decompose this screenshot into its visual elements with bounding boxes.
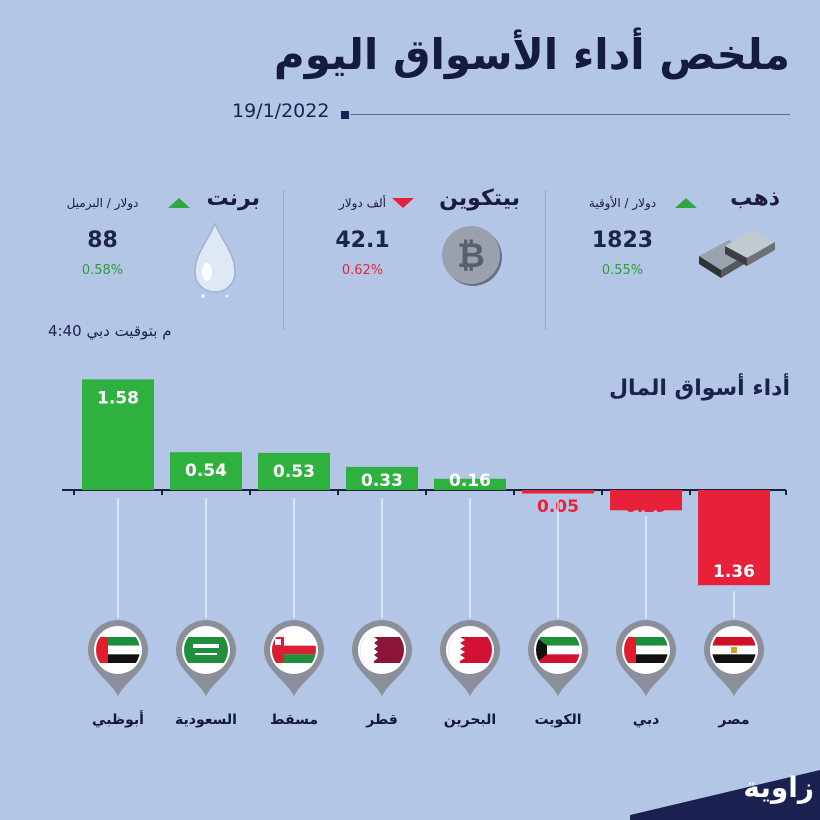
country-label: دبي: [632, 712, 660, 728]
logo-text: زاوية: [743, 771, 814, 804]
date-text: 19/1/2022: [232, 100, 330, 122]
date-marker: [341, 111, 349, 119]
country-label: السعودية: [175, 712, 237, 728]
oil-drop-icon: [194, 222, 236, 298]
page-title: ملخص أداء الأسواق اليوم: [273, 30, 790, 79]
bar: [170, 452, 242, 490]
market-chart: 1.580.54 0.53 0.33 0.160.05 0.291.36: [62, 379, 787, 696]
flag-pin: [352, 620, 412, 696]
ticker-name: بيتكوين: [439, 186, 520, 211]
bitcoin-icon: ₿: [442, 226, 502, 286]
ticker-bitcoin: بيتكوين ألف دولار 42.1 0.62% ₿: [300, 180, 530, 330]
local-time: 4:40 م بتوقيت دبي: [48, 322, 172, 340]
bar: [610, 490, 682, 511]
date-row: 19/1/2022: [230, 100, 800, 130]
country-label: الكويت: [534, 712, 582, 728]
bar: [434, 478, 506, 490]
ticker-unit: ألف دولار: [338, 196, 386, 210]
country-label: قطر: [366, 712, 398, 728]
logo: زاوية BY REFINITIV: [630, 760, 820, 820]
country-label: أبوظبي: [92, 712, 144, 728]
bar-value-label: 0.53: [273, 462, 315, 482]
bar-value-label: 0.16: [449, 471, 491, 491]
country-label: مصر: [718, 712, 750, 728]
bar: [522, 490, 594, 494]
section-title: أداء أسواق المال: [608, 376, 790, 401]
ticker-divider: [283, 190, 284, 330]
bar: [82, 379, 154, 490]
ticker-value: 42.1: [335, 228, 390, 253]
flag-pin: [176, 620, 236, 696]
ticker-unit: دولار / البرميل: [66, 196, 139, 210]
ticker-change: 0.62%: [341, 263, 384, 278]
ticker-unit: دولار / الأوقية: [588, 196, 657, 210]
date-divider: [350, 114, 790, 115]
svg-text:₿: ₿: [457, 236, 485, 276]
ticker-value: 1823: [591, 228, 654, 253]
up-arrow-icon: [168, 198, 190, 208]
flag-pin: [264, 620, 324, 696]
up-arrow-icon: [675, 198, 697, 208]
ticker-divider: [545, 190, 546, 330]
bar-value-label: 0.54: [185, 461, 227, 481]
flag-pin: [704, 620, 764, 696]
ticker-brent: برنت دولار / البرميل 88 0.58%: [40, 180, 270, 330]
logo-subtext: BY REFINITIV: [760, 810, 812, 818]
country-label: البحرين: [443, 712, 497, 728]
flag-pin: [88, 620, 148, 696]
flag-pin: [440, 620, 500, 696]
bar: [346, 466, 418, 490]
bar-value-label: 1.36: [713, 562, 755, 582]
down-arrow-icon: [392, 198, 414, 208]
bar-value-label: 1.58: [97, 388, 139, 408]
bar-value-label: 0.33: [361, 471, 403, 491]
flag-pin: [528, 620, 588, 696]
ticker-gold: ذهب دولار / الأوقية 1823 0.55%: [560, 180, 790, 330]
gold-bars-icon: [699, 230, 775, 278]
country-label: مسقط: [270, 712, 318, 728]
logo-shape: [630, 770, 820, 820]
bar: [698, 490, 770, 586]
bar-value-label: 0.29: [625, 497, 667, 517]
ticker-name: برنت: [206, 186, 261, 211]
ticker-change: 0.58%: [81, 263, 124, 278]
flag-pin: [616, 620, 676, 696]
ticker-value: 88: [87, 228, 118, 253]
bar: [258, 452, 330, 490]
ticker-change: 0.55%: [601, 263, 644, 278]
ticker-name: ذهب: [730, 186, 780, 211]
